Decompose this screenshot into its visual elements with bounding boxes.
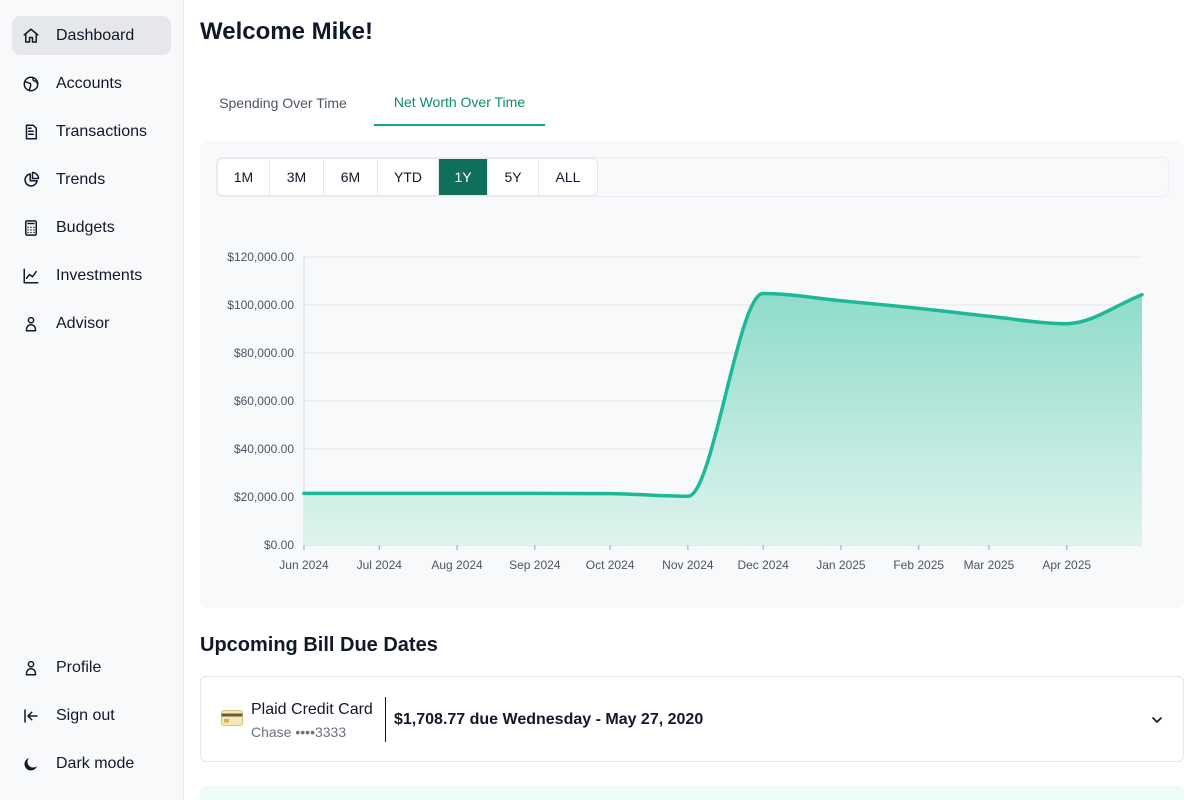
net-worth-area-chart: $0.00 $20,000.00 $40,000.00 $60,000.00 $80,0… [227,250,1144,572]
x-tick-label: Jun 2024 [279,558,329,572]
x-tick-label: Feb 2025 [893,558,944,572]
bill-card[interactable]: Plaid Credit Card Chase ••••3333 $1,708.… [200,676,1184,762]
net-worth-area [304,293,1142,545]
sidebar-item-label: Dashboard [56,26,135,44]
y-tick-label: $40,000.00 [234,442,294,456]
tab-spending-over-time[interactable]: Spending Over Time [219,95,347,111]
y-tick-label: $80,000.00 [234,346,294,360]
main-content: Welcome Mike! Spending Over Time Net Wor… [184,0,1200,800]
sidebar-item-label: Dark mode [56,754,135,772]
y-tick-label: $20,000.00 [234,490,294,504]
sidebar-item-sign-out[interactable]: Sign out [12,696,171,735]
credit-card-icon [221,710,243,731]
user-icon [22,659,40,677]
x-tick-label: Sep 2024 [509,558,561,572]
sidebar-item-dashboard[interactable]: Dashboard [12,16,171,55]
x-tick-label: Mar 2025 [964,558,1015,572]
x-tick-label: Oct 2024 [586,558,635,572]
range-button-3m[interactable]: 3M [270,159,324,195]
x-tick-label: Dec 2024 [737,558,789,572]
sidebar-item-dark-mode[interactable]: Dark mode [12,744,171,783]
y-tick-label: $120,000.00 [227,250,294,264]
sidebar-item-label: Investments [56,266,143,284]
range-button-5y[interactable]: 5Y [488,159,539,195]
bills-section-title: Upcoming Bill Due Dates [200,634,438,656]
sidebar-item-label: Accounts [56,74,122,92]
sidebar-item-label: Budgets [56,218,115,236]
sidebar-item-profile[interactable]: Profile [12,648,171,687]
moon-icon [22,755,40,773]
range-button-group: 1M 3M 6M YTD 1Y 5Y ALL [217,158,598,196]
range-selector-bar: 1M 3M 6M YTD 1Y 5Y ALL [216,157,1169,197]
y-tick-label: $60,000.00 [234,394,294,408]
net-worth-line [302,291,1144,499]
sidebar-item-label: Sign out [56,706,115,724]
chevron-down-icon[interactable] [1149,712,1165,733]
sidebar-item-investments[interactable]: Investments [12,256,171,295]
net-worth-chart-card: 1M 3M 6M YTD 1Y 5Y ALL $0.00 $20,000.00 $4… [200,141,1184,608]
receipt-icon [22,123,40,141]
x-tick-label: Jan 2025 [816,558,866,572]
tab-net-worth-over-time[interactable]: Net Worth Over Time [374,80,545,126]
y-tick-label: $100,000.00 [227,298,294,312]
sidebar-item-label: Trends [56,170,106,188]
sign-out-icon [22,707,40,725]
y-tick-label: $0.00 [264,538,294,552]
bill-due-text: $1,708.77 due Wednesday - May 27, 2020 [394,711,704,728]
x-tick-label: Aug 2024 [431,558,483,572]
line-chart-icon [22,267,40,285]
sidebar-item-transactions[interactable]: Transactions [12,112,171,151]
sidebar-item-accounts[interactable]: Accounts [12,64,171,103]
sidebar-item-advisor[interactable]: Advisor [12,304,171,343]
range-button-all[interactable]: ALL [539,159,597,195]
next-card-preview [200,786,1184,800]
bill-name: Plaid Credit Card [251,701,373,718]
bill-institution: Chase ••••3333 [251,724,347,740]
pie-chart-icon [22,171,40,189]
sidebar-item-label: Advisor [56,314,110,332]
bill-divider [385,697,386,742]
sidebar-item-label: Transactions [56,122,147,140]
x-tick-label: Nov 2024 [662,558,714,572]
x-tick-label: Apr 2025 [1042,558,1091,572]
calculator-icon [22,219,40,237]
range-button-ytd[interactable]: YTD [378,159,439,195]
sidebar: Dashboard Accounts Transactions Trends B… [0,0,184,800]
sidebar-item-trends[interactable]: Trends [12,160,171,199]
page-title: Welcome Mike! [200,18,373,45]
range-button-1y[interactable]: 1Y [439,159,488,195]
x-tick-label: Jul 2024 [357,558,403,572]
user-icon [22,315,40,333]
range-button-1m[interactable]: 1M [218,159,270,195]
home-icon [22,27,40,45]
sidebar-item-label: Profile [56,658,102,676]
range-button-6m[interactable]: 6M [324,159,378,195]
globe-icon [22,75,40,93]
sidebar-item-budgets[interactable]: Budgets [12,208,171,247]
